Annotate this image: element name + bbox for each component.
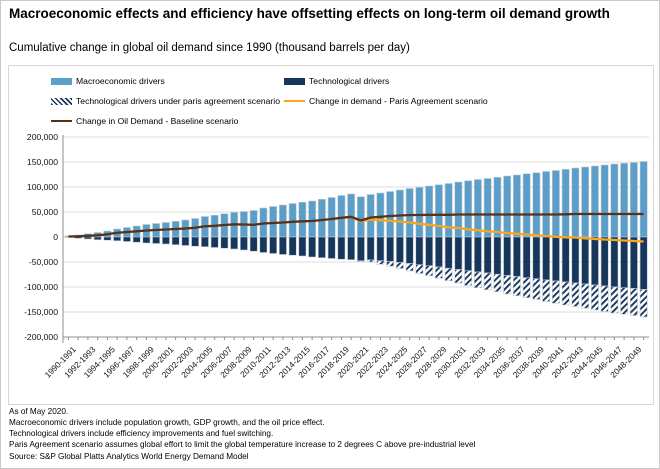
footnote-line: Technological drivers include efficiency… [9, 429, 274, 439]
macro-drivers-swatch-icon [51, 77, 72, 85]
brown-line-swatch-icon [51, 119, 72, 123]
tech-drivers-swatch-icon [284, 77, 305, 85]
legend-item-paris-demand-line: Change in demand - Paris Agreement scena… [284, 93, 488, 109]
svg-text:0: 0 [53, 232, 58, 242]
legend-label: Technological drivers [309, 76, 390, 86]
bars [64, 161, 648, 318]
footnote-line: Source: S&P Global Platts Analytics Worl… [9, 451, 249, 461]
svg-text:-200,000: -200,000 [24, 332, 58, 342]
footnote-line: As of May 2020. [9, 407, 69, 416]
legend-label: Technological drivers under paris agreem… [76, 96, 280, 106]
svg-text:150,000: 150,000 [27, 157, 58, 167]
svg-text:-50,000: -50,000 [29, 257, 58, 267]
legend-item-tech-drivers: Technological drivers [284, 73, 389, 89]
svg-text:-100,000: -100,000 [24, 282, 58, 292]
footnote-line: Macroeconomic drivers include population… [9, 418, 325, 428]
legend-label: Change in Oil Demand - Baseline scenario [76, 116, 239, 126]
footnotes: As of May 2020. Macroeconomic drivers in… [9, 406, 653, 462]
svg-text:50,000: 50,000 [32, 207, 59, 217]
legend-item-tech-drivers-paris: Technological drivers under paris agreem… [51, 93, 280, 109]
page-subtitle: Cumulative change in global oil demand s… [9, 42, 410, 54]
plot-svg: 200,000 150,000 100,000 50,000 0 -50,000 -100,… [24, 132, 649, 380]
hatched-swatch-icon [51, 97, 72, 105]
svg-text:-150,000: -150,000 [24, 307, 58, 317]
trend-lines [68, 212, 644, 243]
legend-label: Change in demand - Paris Agreement scena… [309, 96, 488, 106]
legend-label: Macroeconomic drivers [76, 76, 165, 86]
axes [62, 135, 649, 343]
chart-area: Macroeconomic drivers Technological driv… [8, 65, 654, 405]
legend-item-baseline-demand-line: Change in Oil Demand - Baseline scenario [51, 113, 238, 129]
footnote-line: Paris Agreement scenario assumes global … [9, 440, 476, 450]
svg-text:100,000: 100,000 [27, 182, 58, 192]
orange-line-swatch-icon [284, 99, 305, 103]
svg-text:200,000: 200,000 [27, 132, 58, 142]
page-title: Macroeconomic effects and efficiency hav… [9, 6, 610, 21]
legend-item-macro-drivers: Macroeconomic drivers [51, 73, 165, 89]
